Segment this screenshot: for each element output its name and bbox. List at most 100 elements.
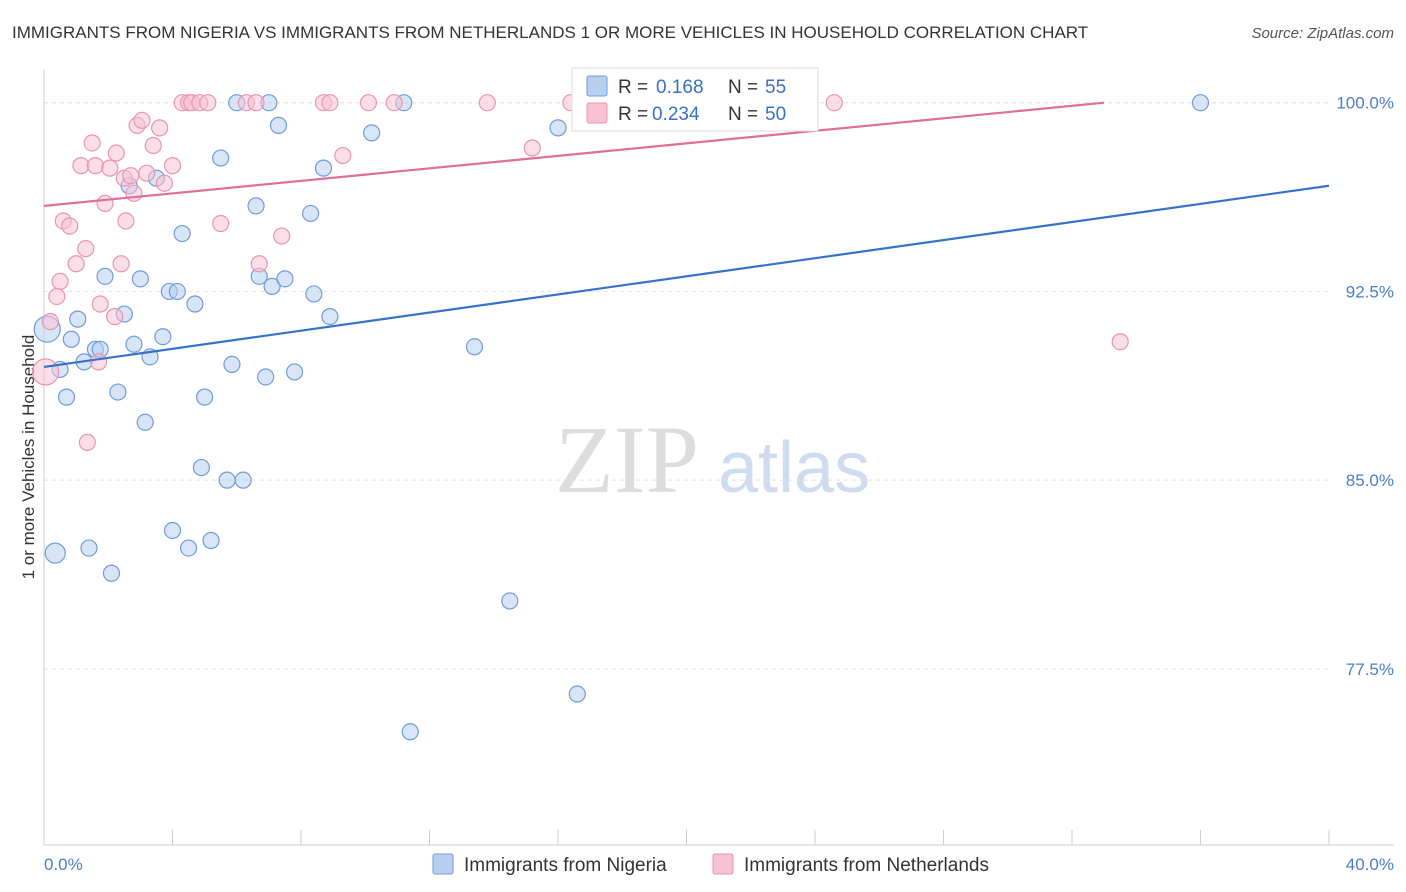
point-nigeria	[125, 335, 143, 353]
point-nigeria	[302, 204, 320, 223]
point-netherlands	[72, 157, 90, 175]
point-netherlands	[151, 119, 169, 137]
point-nigeria	[69, 310, 87, 328]
point-nigeria	[269, 116, 288, 134]
legend-swatch-nigeria	[586, 75, 608, 97]
trend-lines	[43, 101, 1330, 369]
point-nigeria	[218, 471, 236, 489]
point-nigeria	[57, 388, 76, 406]
point-netherlands	[122, 167, 140, 185]
point-nigeria	[363, 124, 381, 142]
trend-line-nigeria	[43, 184, 1330, 369]
series-legend: Immigrants from Nigeria Immigrants from …	[432, 853, 989, 876]
point-nigeria	[168, 282, 186, 301]
point-nigeria	[263, 277, 281, 295]
point-nigeria	[173, 224, 191, 243]
point-nigeria	[179, 539, 198, 557]
x-tick-label-min: 0.0%	[44, 855, 83, 874]
watermark-zip: ZIP	[555, 406, 699, 513]
point-netherlands	[334, 146, 352, 165]
point-netherlands	[77, 240, 95, 258]
point-netherlands	[67, 255, 85, 273]
point-netherlands	[83, 134, 101, 152]
point-netherlands	[32, 358, 60, 386]
point-netherlands	[51, 272, 69, 290]
point-netherlands	[144, 136, 162, 155]
x-tick-label-max: 40.0%	[1346, 855, 1394, 874]
chart-title: IMMIGRANTS FROM NIGERIA VS IMMIGRANTS FR…	[12, 23, 1088, 42]
point-nigeria	[109, 383, 127, 401]
legend-n-label-netherlands: N =	[728, 104, 758, 125]
series-legend-label-netherlands: Immigrants from Netherlands	[744, 855, 989, 876]
point-netherlands	[250, 255, 268, 273]
point-netherlands	[107, 144, 125, 162]
trend-line-netherlands	[43, 101, 1105, 207]
x-ticks	[43, 830, 1330, 845]
y-tick-label: 92.5%	[1346, 282, 1394, 301]
legend-n-label-nigeria: N =	[728, 77, 758, 98]
legend-r-value-nigeria: 0.168	[656, 77, 704, 98]
point-nigeria	[314, 159, 333, 177]
watermark-atlas: atlas	[718, 428, 870, 508]
point-netherlands	[90, 353, 108, 371]
point-netherlands	[112, 255, 130, 273]
point-nigeria	[96, 267, 114, 285]
watermark: ZIP atlas	[555, 406, 870, 513]
point-nigeria	[44, 542, 66, 564]
point-netherlands	[48, 287, 66, 306]
point-netherlands	[825, 94, 843, 112]
point-nigeria	[136, 413, 154, 431]
point-netherlands	[199, 94, 217, 112]
point-nigeria	[285, 363, 304, 381]
point-nigeria	[192, 458, 211, 477]
legend-r-label-nigeria: R =	[618, 77, 648, 98]
y-tick-labels: 77.5% 85.0% 92.5% 100.0%	[1336, 94, 1394, 679]
point-nigeria	[223, 355, 241, 373]
point-nigeria	[247, 197, 265, 215]
point-netherlands	[106, 307, 124, 326]
point-nigeria	[234, 471, 252, 489]
point-nigeria	[80, 539, 98, 557]
series-legend-label-nigeria: Immigrants from Nigeria	[464, 855, 667, 876]
point-nigeria	[305, 285, 323, 303]
point-netherlands	[91, 295, 109, 313]
point-netherlands	[273, 227, 291, 245]
point-netherlands	[359, 94, 378, 112]
point-netherlands	[163, 157, 182, 175]
point-nigeria	[154, 328, 172, 346]
point-netherlands	[101, 159, 119, 177]
series-legend-swatch-netherlands	[712, 853, 734, 875]
point-nigeria	[62, 330, 80, 348]
point-nigeria	[257, 368, 275, 386]
point-netherlands	[523, 139, 541, 157]
point-netherlands	[478, 94, 496, 112]
point-nigeria	[186, 295, 204, 313]
legend-r-label-netherlands: R =	[618, 104, 648, 125]
y-tick-label: 85.0%	[1346, 471, 1394, 490]
point-netherlands	[78, 433, 96, 452]
point-netherlands	[385, 94, 403, 112]
point-nigeria	[568, 685, 586, 703]
point-netherlands	[247, 94, 265, 112]
y-tick-label: 100.0%	[1336, 94, 1394, 113]
stats-legend: R = 0.168 N = 55 R = 0.234 N = 50	[571, 67, 819, 132]
y-axis-label: 1 or more Vehicles in Household	[19, 335, 38, 580]
point-netherlands	[133, 111, 151, 129]
point-nigeria	[1191, 94, 1210, 112]
point-netherlands	[96, 194, 114, 212]
series-legend-swatch-nigeria	[432, 853, 454, 875]
point-netherlands	[41, 313, 60, 331]
point-nigeria	[131, 270, 149, 288]
point-nigeria	[465, 338, 484, 356]
point-netherlands	[117, 212, 135, 230]
point-netherlands	[155, 174, 174, 192]
point-netherlands	[212, 214, 230, 233]
legend-swatch-netherlands	[586, 102, 608, 124]
point-nigeria	[321, 307, 339, 326]
point-netherlands	[125, 184, 143, 202]
point-nigeria	[196, 388, 214, 406]
point-netherlands	[1111, 333, 1129, 351]
y-tick-label: 77.5%	[1346, 660, 1394, 679]
point-netherlands	[61, 217, 79, 235]
